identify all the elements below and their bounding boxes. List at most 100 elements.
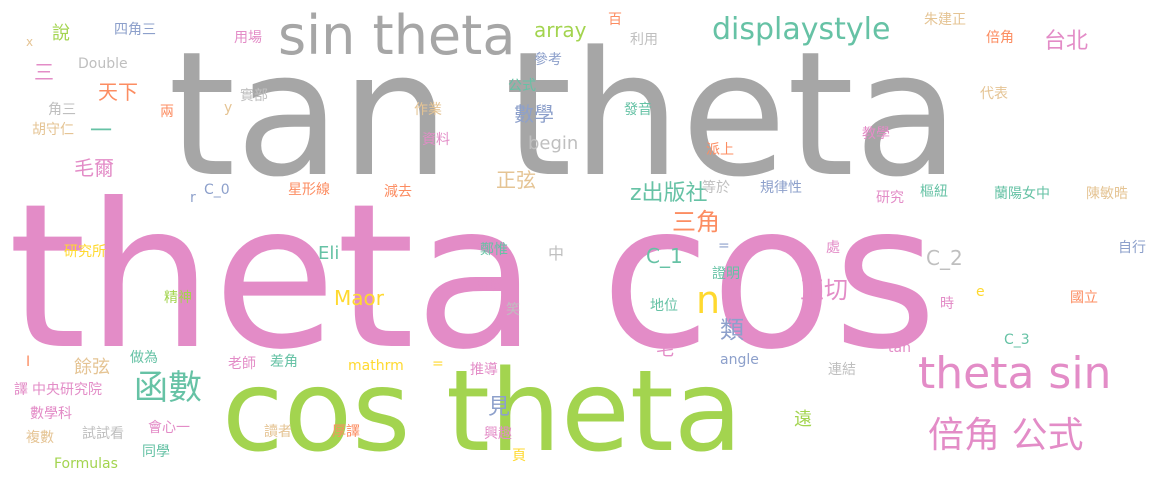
word-teaching: 教學: [862, 126, 890, 142]
word-eli: Eli: [318, 243, 340, 264]
word-c-1: C_1: [646, 244, 683, 268]
word-use: 用場: [234, 30, 262, 46]
word-pronunciation: 發音: [624, 102, 652, 118]
word-hou-yi: 厚譯: [332, 424, 360, 440]
word-interest: 興趣: [484, 426, 512, 442]
word-angle-difference: 差角: [270, 354, 298, 370]
word-x: x: [26, 35, 34, 49]
word-double: Double: [78, 56, 128, 72]
word-maor-cn: 毛爾: [74, 156, 114, 180]
word-three: 三: [34, 60, 54, 84]
word-displaystyle: displaystyle: [712, 12, 891, 47]
word-say: 說: [52, 23, 70, 44]
word-e: e: [976, 284, 985, 300]
word-r: r: [190, 190, 196, 206]
word-world: 天下: [98, 80, 138, 104]
word-translate: 譯: [14, 382, 28, 398]
word-theta-cos: theta cos: [8, 161, 938, 394]
word-real-part: 實部: [240, 88, 268, 104]
word-research: 研究: [876, 190, 904, 206]
word-tangent: 正切: [800, 276, 848, 304]
word-self: 自行: [1118, 240, 1146, 256]
word-c-0: C_0: [204, 182, 230, 198]
word-double-angle-formula: 倍角 公式: [928, 415, 1084, 456]
word-spirit: 精神: [164, 290, 192, 306]
word-math-department: 數學科: [30, 406, 72, 422]
word-reference: 參考: [534, 52, 562, 68]
word-proof: 證明: [712, 266, 740, 282]
word-function: 函數: [134, 368, 202, 408]
word-math: 數學: [514, 102, 554, 126]
word-chu-chien-cheng: 朱建正: [924, 12, 966, 28]
word-mao: 毛: [656, 339, 674, 360]
word-formulas: Formulas: [54, 456, 118, 472]
word-hundred: 百: [608, 12, 622, 28]
word-sin-theta: sin theta: [278, 4, 516, 67]
word-far: 遠: [794, 409, 812, 430]
word-place: 處: [826, 240, 840, 256]
word-compile: 編撰: [474, 278, 502, 294]
word-cos-theta: cos theta: [222, 347, 743, 477]
word-angle-three: 角三: [48, 102, 76, 118]
word-c-3: C_3: [1004, 332, 1030, 348]
word-reader: 讀者: [264, 424, 292, 440]
word-homework: 作業: [414, 102, 442, 118]
word-astroid: 星形線: [288, 182, 330, 198]
word-national: 國立: [1070, 290, 1098, 306]
word-tan-theta: tan theta: [168, 14, 960, 215]
word-angle: angle: [720, 352, 759, 368]
word-taipei: 台北: [1044, 29, 1089, 54]
word-two: 兩: [160, 104, 174, 120]
word-y: y: [224, 100, 233, 116]
word-begin: begin: [528, 133, 579, 154]
word-as: 做為: [130, 350, 158, 366]
word-complex-number: 複數: [26, 430, 54, 446]
word-trig: 三角: [672, 208, 720, 236]
word-teacher: 老師: [228, 356, 256, 372]
word-double-angle: 倍角: [986, 30, 1014, 46]
word-class: 類: [720, 316, 744, 344]
word-array: array: [534, 18, 587, 42]
word-academia-sinica: 中央研究院: [32, 382, 102, 398]
word-mathrm: mathrm: [348, 358, 404, 374]
word-c-2: C_2: [926, 246, 963, 270]
word-see: 見: [488, 395, 511, 420]
word-put-to-use: 派上: [706, 142, 734, 158]
word-link: 連結: [828, 362, 856, 378]
word-data: 資料: [422, 132, 450, 148]
word-sine: 正弦: [496, 168, 536, 192]
word-try-it: 試試看: [82, 426, 124, 442]
word-page: 頁: [512, 448, 526, 464]
word-equals-sign: =: [718, 238, 730, 254]
word-i: I: [26, 354, 31, 370]
word-regularity: 規律性: [760, 180, 802, 196]
word-one: 一: [90, 119, 113, 144]
word-n: n: [696, 278, 721, 322]
word-formula: 公式: [508, 78, 536, 94]
word-utilize: 利用: [630, 32, 658, 48]
word-theta-sin: theta sin: [918, 348, 1112, 399]
word-middle: 中: [548, 244, 565, 263]
word-equals: 等於: [702, 180, 730, 196]
word-cosine: 餘弦: [74, 357, 110, 378]
word-equals-yellow: =: [432, 356, 444, 372]
word-subtract: 減去: [384, 184, 412, 200]
word-hub: 樞紐: [920, 184, 948, 200]
word-tan: tan: [888, 340, 911, 356]
word-status: 地位: [650, 298, 678, 314]
word-z-publisher: z出版社: [630, 181, 708, 206]
word-laugh: 笑: [506, 302, 520, 318]
word-chen-min-hao: 陳敏晧: [1086, 186, 1128, 202]
word-classmate: 同學: [142, 444, 170, 460]
word-lanyang-girls-high: 蘭陽女中: [994, 186, 1050, 202]
word-maor: Maor: [334, 286, 384, 310]
word-institute: 研究所: [64, 244, 106, 260]
word-represent: 代表: [980, 86, 1008, 102]
word-hu-shou-jen: 胡守仁: [32, 122, 74, 138]
word-knowing-smile: 會心一: [148, 420, 190, 436]
word-cheng-wei: 鄭惟: [480, 242, 508, 258]
word-four-angle-three: 四角三: [114, 22, 156, 38]
word-time: 時: [940, 296, 954, 312]
word-derive: 推導: [470, 362, 498, 378]
